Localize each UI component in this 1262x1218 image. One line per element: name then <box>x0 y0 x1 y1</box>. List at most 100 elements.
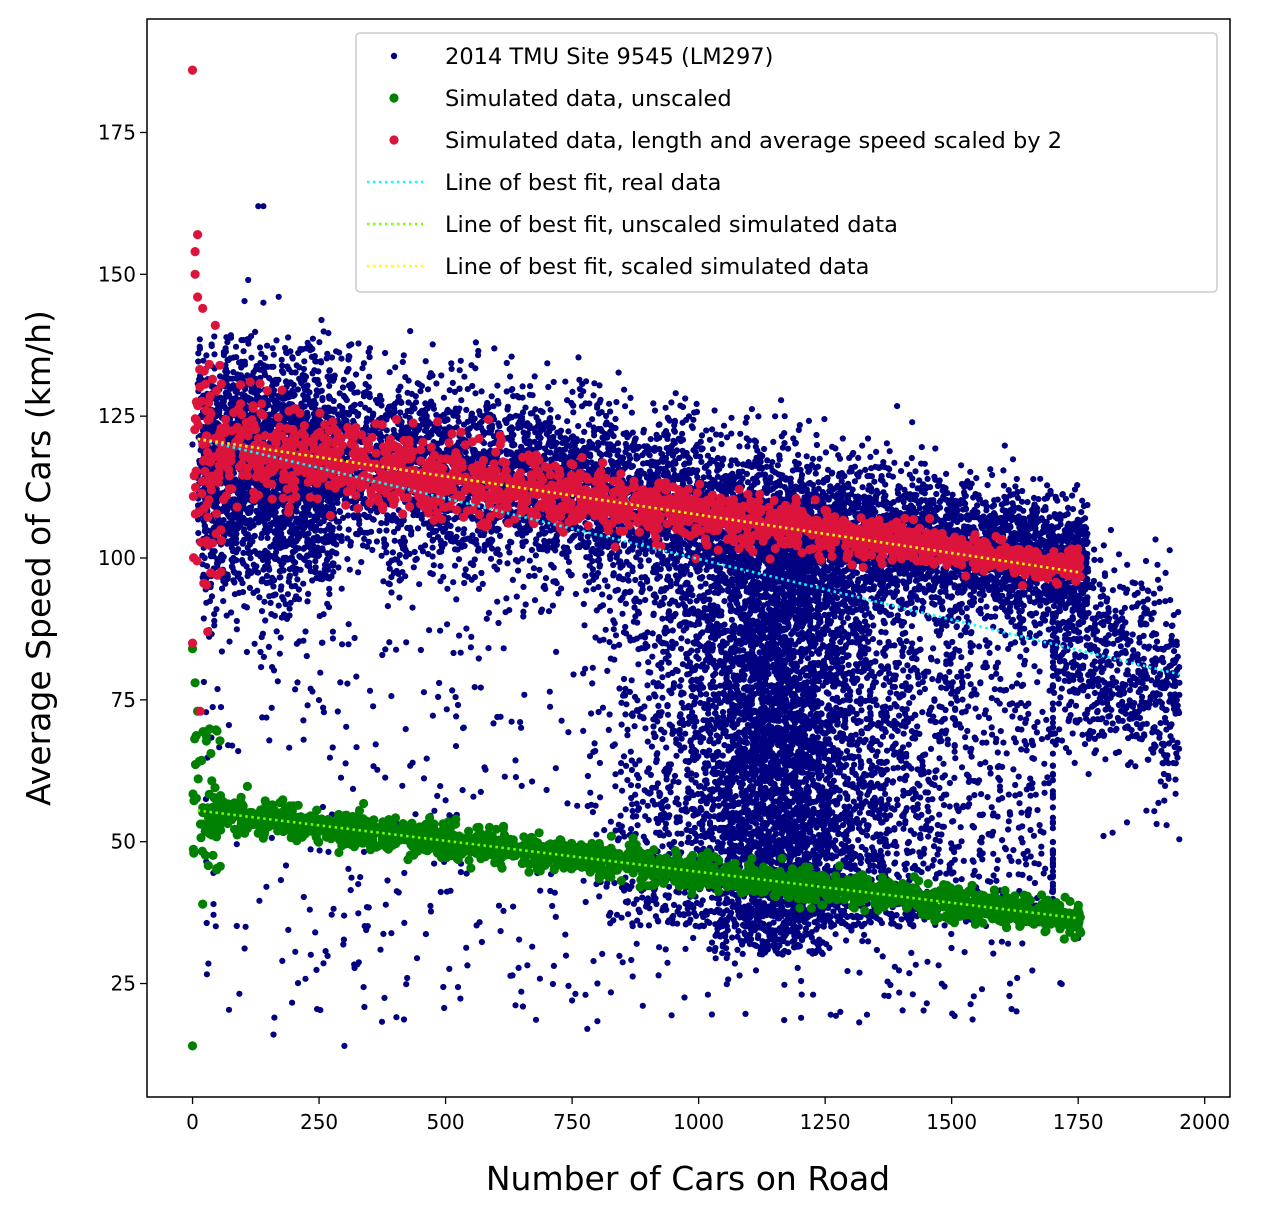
data-point-real <box>989 471 996 479</box>
data-point-real <box>315 368 322 375</box>
data-point-real <box>748 406 756 413</box>
data-point-real <box>918 497 925 504</box>
data-point-real <box>575 354 582 361</box>
data-point-real <box>471 556 478 563</box>
data-point-real <box>873 448 880 455</box>
data-point-real <box>386 369 393 376</box>
data-point-real <box>769 459 776 466</box>
data-point-real <box>356 520 363 528</box>
data-point-real <box>269 345 276 352</box>
data-point-real <box>479 580 486 588</box>
data-point-real <box>943 470 950 477</box>
data-point-real <box>864 435 872 442</box>
data-point-real <box>429 537 436 544</box>
data-point-real <box>576 376 583 383</box>
data-point-real <box>672 390 679 397</box>
data-point-real <box>709 446 717 453</box>
data-point-real <box>916 504 924 512</box>
data-point-real <box>270 351 277 358</box>
data-point-real <box>565 558 573 566</box>
data-point-real <box>455 556 463 563</box>
data-point-real <box>671 417 679 424</box>
data-point-real <box>985 584 992 592</box>
data-point-real <box>217 373 224 380</box>
data-point-real <box>528 546 536 554</box>
data-point-real <box>539 409 546 416</box>
data-point-real <box>355 569 362 576</box>
data-point-real <box>859 484 866 491</box>
data-point-real <box>682 395 689 402</box>
data-point-real <box>369 546 376 554</box>
data-point-real <box>564 418 571 425</box>
data-point-real <box>805 492 812 499</box>
data-point-real <box>679 430 686 437</box>
data-point-real <box>704 452 712 459</box>
data-point-real <box>455 418 462 425</box>
data-point-real <box>795 426 802 434</box>
data-point-real <box>737 430 744 437</box>
data-point-real <box>633 452 640 459</box>
data-point-real <box>595 410 603 417</box>
data-point-real <box>456 367 463 374</box>
data-point-real <box>1014 494 1022 501</box>
data-point-real <box>463 406 470 413</box>
data-point-real <box>323 355 330 362</box>
data-point-real <box>761 445 768 453</box>
data-point-real <box>570 402 577 409</box>
data-point-real <box>464 386 471 393</box>
data-point-real <box>774 462 782 469</box>
data-point-real <box>338 355 345 362</box>
data-point-real <box>693 408 701 415</box>
data-point-real <box>336 508 343 515</box>
data-point-real <box>405 377 412 384</box>
data-point-real <box>545 383 552 391</box>
data-point-real <box>335 564 342 571</box>
data-point-real <box>1044 482 1051 489</box>
data-point-real <box>195 358 202 365</box>
data-point-real <box>1000 482 1008 489</box>
data-point-real <box>576 542 583 549</box>
data-point-real <box>822 449 830 456</box>
data-point-real <box>679 419 686 426</box>
data-point-real <box>549 602 557 609</box>
data-point-real <box>519 542 526 550</box>
data-point-real <box>785 445 792 452</box>
data-point-real <box>693 400 700 407</box>
data-point-real <box>778 397 785 404</box>
data-point-real <box>456 405 463 412</box>
data-point-real <box>326 382 333 389</box>
data-point-real <box>348 381 355 388</box>
data-point-real <box>504 403 511 410</box>
data-point-real <box>1074 482 1081 489</box>
data-point-real <box>555 590 562 597</box>
data-point-real <box>399 358 406 366</box>
data-point-real <box>1059 491 1066 498</box>
data-point-real <box>449 379 456 386</box>
data-point-real <box>581 622 588 629</box>
data-point-real <box>396 594 403 601</box>
data-point-real <box>575 423 582 430</box>
data-point-real <box>400 352 407 359</box>
data-point-real <box>949 491 956 498</box>
data-point-real <box>628 409 636 416</box>
data-point-real <box>727 462 734 469</box>
data-point-real <box>805 468 812 475</box>
data-point-real <box>472 390 479 397</box>
data-point-real <box>703 427 710 434</box>
data-point-real <box>565 428 572 435</box>
data-point-real <box>203 352 210 359</box>
data-point-real <box>1079 497 1086 504</box>
data-point-real <box>570 409 577 416</box>
data-point-real <box>743 462 750 469</box>
data-point-real <box>532 552 540 559</box>
data-point-real <box>813 431 820 439</box>
data-point-real <box>494 382 501 389</box>
data-point-real <box>606 400 613 407</box>
data-point-real <box>279 362 286 369</box>
data-point-real <box>412 399 420 406</box>
data-point-real <box>542 544 549 552</box>
data-point-real <box>832 445 839 452</box>
data-point-real <box>1013 475 1020 483</box>
data-point-real <box>547 406 554 413</box>
data-point-real <box>903 461 911 468</box>
